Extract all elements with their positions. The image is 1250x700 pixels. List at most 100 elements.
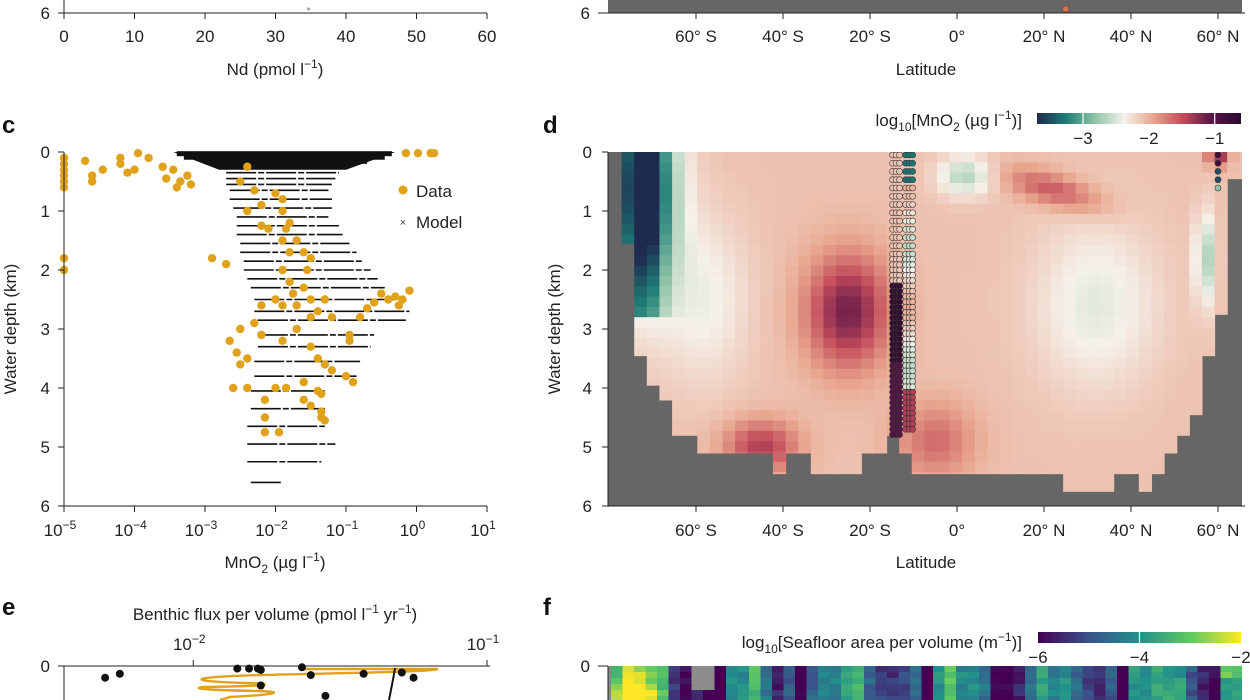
heatmap-cell	[823, 203, 837, 215]
heatmap-cell	[1100, 296, 1115, 308]
observation-point	[909, 234, 916, 241]
heatmap-cell	[836, 441, 850, 453]
heatmap-cell	[1189, 410, 1203, 416]
heatmap-cell	[1050, 327, 1064, 339]
panel-e-black-line	[388, 667, 396, 700]
heatmap-cell	[697, 399, 711, 411]
heatmap-cell	[747, 193, 761, 205]
data-point	[243, 206, 252, 216]
heatmap-cell	[1025, 317, 1039, 329]
heatmap-cell	[1063, 482, 1077, 492]
heatmap-cell	[962, 337, 976, 349]
heatmap-cell	[1189, 255, 1203, 267]
heatmap-cell	[836, 389, 850, 401]
heatmap-cell	[798, 296, 812, 308]
heatmap-cell	[691, 690, 704, 697]
heatmap-cell	[864, 672, 876, 679]
heatmap-cell	[1088, 472, 1102, 483]
heatmap-cell	[659, 389, 673, 401]
data-point	[250, 318, 259, 328]
heatmap-cell	[634, 182, 648, 194]
heatmap-cell	[1140, 666, 1152, 673]
heatmap-cell	[962, 461, 976, 473]
heatmap-cell	[1063, 368, 1077, 380]
heatmap-cell	[747, 337, 761, 349]
panel-d-x-label: Latitude	[896, 553, 957, 572]
heatmap-cell	[722, 348, 736, 360]
heatmap-cell	[747, 306, 761, 318]
heatmap-cell	[1189, 368, 1203, 380]
heatmap-cell	[848, 152, 862, 163]
heatmap-cell	[1063, 410, 1077, 422]
heatmap-cell	[899, 203, 913, 215]
heatmap-cell	[1012, 430, 1026, 442]
heatmap-cell	[949, 203, 963, 215]
heatmap-cell	[646, 327, 661, 339]
heatmap-cell	[1164, 265, 1178, 277]
heatmap-cell	[873, 213, 888, 225]
heatmap-cell	[810, 348, 825, 360]
heatmap-cell	[861, 265, 875, 277]
heatmap-cell	[836, 348, 850, 360]
heatmap-cell	[1209, 696, 1221, 700]
heatmap-cell	[962, 255, 976, 267]
heatmap-cell	[657, 666, 669, 673]
heatmap-cell	[1082, 666, 1095, 673]
heatmap-cell	[1126, 182, 1140, 194]
heatmap-cell	[772, 224, 787, 236]
heatmap-cell	[924, 193, 938, 205]
heatmap-cell	[1088, 461, 1102, 473]
heatmap-cell	[1013, 678, 1026, 685]
heatmap-cell	[974, 379, 989, 391]
heatmap-cell	[861, 410, 875, 422]
heatmap-cell	[798, 255, 812, 267]
heatmap-cell	[1063, 244, 1077, 256]
heatmap-cell	[785, 224, 799, 236]
heatmap-cell	[1126, 430, 1140, 442]
heatmap-cell	[772, 152, 787, 163]
heatmap-cell	[1189, 275, 1203, 287]
heatmap-cell	[1037, 430, 1052, 442]
heatmap-cell	[798, 379, 812, 391]
heatmap-cell	[722, 152, 736, 163]
heatmap-cell	[962, 193, 976, 205]
heatmap-cell	[1100, 420, 1115, 432]
heatmap-cell	[1176, 306, 1190, 318]
heatmap-cell	[684, 265, 698, 277]
heatmap-cell	[861, 152, 875, 163]
heatmap-cell	[823, 152, 837, 163]
heatmap-cell	[1012, 296, 1026, 308]
heatmap-cell	[1012, 234, 1026, 246]
heatmap-cell	[1128, 678, 1141, 685]
heatmap-cell	[875, 696, 888, 700]
heatmap-cell	[747, 213, 761, 225]
heatmap-cell	[735, 224, 749, 236]
data-point	[278, 206, 287, 216]
heatmap-cell	[944, 672, 957, 679]
heatmap-cell	[684, 152, 698, 163]
heatmap-cell	[1113, 430, 1127, 442]
heatmap-cell	[810, 430, 825, 442]
heatmap-cell	[967, 678, 980, 685]
heatmap-cell	[703, 696, 715, 700]
heatmap-cell	[1050, 152, 1064, 163]
heatmap-cell	[621, 203, 635, 215]
data-point	[264, 224, 273, 233]
heatmap-cell	[714, 696, 727, 700]
heatmap-cell	[823, 327, 837, 339]
panel-e-data-point	[233, 664, 242, 673]
observation-point	[909, 192, 916, 200]
heatmap-cell	[1164, 430, 1178, 442]
heatmap-cell	[1113, 265, 1127, 277]
heatmap-cell	[1138, 203, 1153, 215]
heatmap-cell	[1100, 203, 1115, 215]
heatmap-cell	[962, 306, 976, 318]
heatmap-cell	[1189, 234, 1203, 246]
heatmap-cell	[1050, 182, 1064, 194]
heatmap-cell	[1214, 286, 1228, 298]
data-point	[278, 336, 287, 345]
heatmap-cell	[1063, 172, 1077, 184]
heatmap-cell	[659, 348, 673, 360]
heatmap-cell	[1214, 234, 1228, 246]
heatmap-cell	[1088, 389, 1102, 401]
